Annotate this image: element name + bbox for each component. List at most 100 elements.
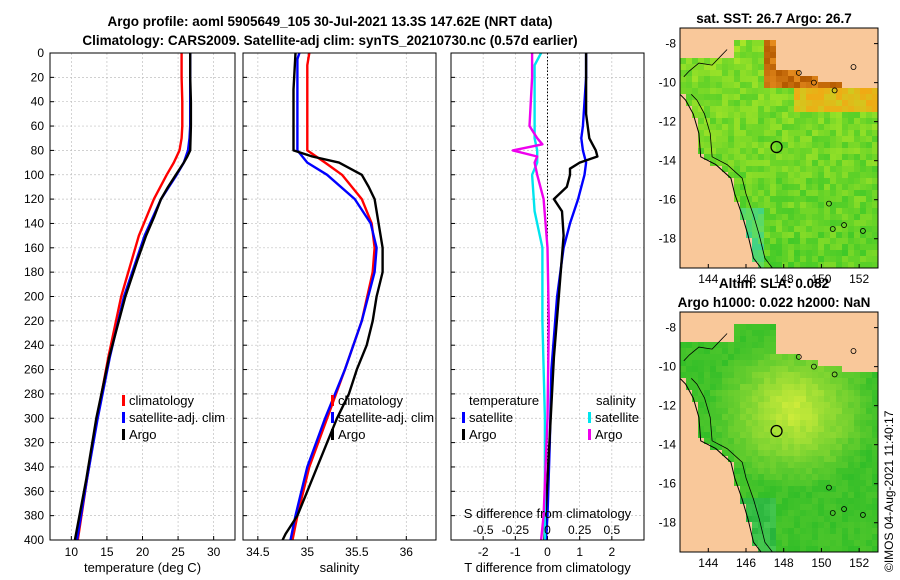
field-cell xyxy=(764,348,771,355)
field-cell xyxy=(806,184,813,191)
field-cell xyxy=(728,438,735,445)
field-cell xyxy=(722,94,729,101)
field-cell xyxy=(746,504,753,511)
field-cell xyxy=(686,354,693,361)
field-cell xyxy=(710,450,717,457)
field-cell xyxy=(854,130,861,137)
field-cell xyxy=(788,372,795,379)
field-cell xyxy=(752,124,759,131)
field-cell xyxy=(722,414,729,421)
field-cell xyxy=(806,100,813,107)
field-cell xyxy=(866,196,873,203)
field-cell xyxy=(842,154,849,161)
field-cell xyxy=(698,34,705,41)
y-tick-label: 20 xyxy=(31,70,45,84)
field-cell xyxy=(776,28,783,35)
field-cell xyxy=(854,70,861,77)
field-cell xyxy=(716,486,723,493)
field-cell xyxy=(860,148,867,155)
field-cell xyxy=(824,184,831,191)
field-cell xyxy=(830,112,837,119)
field-cell xyxy=(806,372,813,379)
field-cell xyxy=(722,136,729,143)
s-tick-label: -0.5 xyxy=(473,523,494,537)
field-cell xyxy=(770,348,777,355)
field-cell xyxy=(860,112,867,119)
field-cell xyxy=(842,360,849,367)
field-cell xyxy=(806,76,813,83)
field-cell xyxy=(836,468,843,475)
field-cell xyxy=(770,256,777,263)
field-cell xyxy=(848,390,855,397)
series-line-argo xyxy=(281,52,384,541)
field-cell xyxy=(716,202,723,209)
field-cell xyxy=(782,262,789,269)
field-cell xyxy=(734,378,741,385)
legend-swatch xyxy=(122,429,125,440)
y-tick-label: 140 xyxy=(24,216,44,230)
series-line-t-argo xyxy=(543,53,599,541)
field-cell xyxy=(830,354,837,361)
field-cell xyxy=(842,232,849,239)
field-cell xyxy=(854,414,861,421)
field-cell xyxy=(836,118,843,125)
field-cell xyxy=(866,534,873,541)
field-cell xyxy=(872,456,879,463)
field-cell xyxy=(770,528,777,535)
field-cell xyxy=(698,480,705,487)
field-cell xyxy=(836,220,843,227)
figure-title-line2: Climatology: CARS2009. Satellite-adj cli… xyxy=(82,33,577,48)
field-cell xyxy=(794,202,801,209)
field-cell xyxy=(752,402,759,409)
field-cell xyxy=(848,396,855,403)
field-cell xyxy=(728,112,735,119)
field-cell xyxy=(848,214,855,221)
field-cell xyxy=(728,546,735,553)
field-cell xyxy=(794,172,801,179)
field-cell xyxy=(848,178,855,185)
field-cell xyxy=(860,184,867,191)
field-cell xyxy=(794,360,801,367)
field-cell xyxy=(800,390,807,397)
field-cell xyxy=(692,82,699,89)
field-cell xyxy=(692,516,699,523)
field-cell xyxy=(866,136,873,143)
field-cell xyxy=(686,196,693,203)
field-cell xyxy=(824,178,831,185)
field-cell xyxy=(746,130,753,137)
field-cell xyxy=(860,312,867,319)
field-cell xyxy=(830,184,837,191)
field-cell xyxy=(782,492,789,499)
field-cell xyxy=(734,208,741,215)
field-cell xyxy=(830,46,837,53)
field-cell xyxy=(788,432,795,439)
field-cell xyxy=(866,46,873,53)
field-cell xyxy=(794,432,801,439)
y-tick-label: 100 xyxy=(24,168,44,182)
field-cell xyxy=(836,522,843,529)
field-cell xyxy=(818,366,825,373)
field-cell xyxy=(722,474,729,481)
field-cell xyxy=(704,148,711,155)
field-cell xyxy=(728,208,735,215)
field-cell xyxy=(740,184,747,191)
field-cell xyxy=(866,226,873,233)
field-cell xyxy=(692,256,699,263)
field-cell xyxy=(686,172,693,179)
field-cell xyxy=(776,226,783,233)
field-cell xyxy=(740,438,747,445)
field-cell xyxy=(722,330,729,337)
field-cell xyxy=(716,420,723,427)
field-cell xyxy=(842,408,849,415)
field-cell xyxy=(710,262,717,269)
field-cell xyxy=(860,414,867,421)
field-cell xyxy=(812,474,819,481)
field-cell xyxy=(698,522,705,529)
field-cell xyxy=(728,456,735,463)
field-cell xyxy=(824,196,831,203)
field-cell xyxy=(800,432,807,439)
field-cell xyxy=(794,504,801,511)
field-cell xyxy=(818,372,825,379)
field-cell xyxy=(770,40,777,47)
field-cell xyxy=(722,360,729,367)
